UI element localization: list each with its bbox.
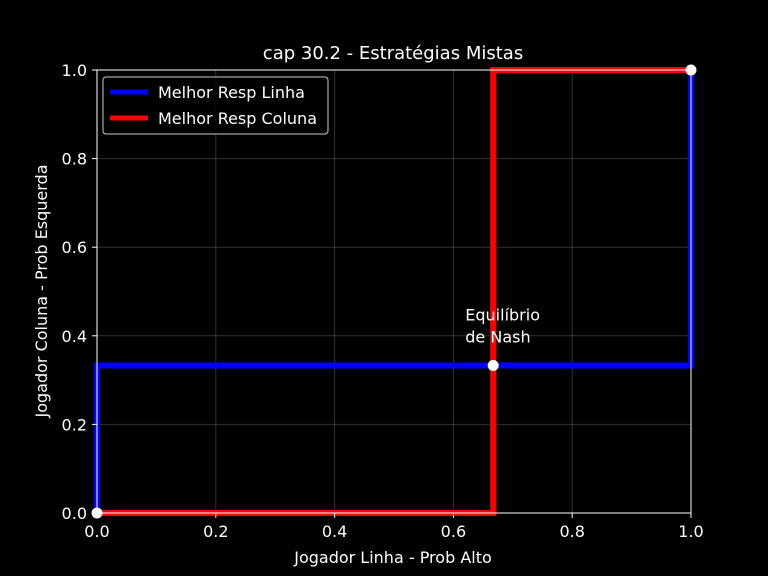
x-tick-label: 0.6: [441, 522, 466, 541]
legend-box: [102, 76, 329, 135]
y-tick-label: 0.8: [62, 150, 87, 169]
y-axis-label: Jogador Coluna - Prob Esquerda: [32, 165, 51, 419]
y-tick-label: 0.4: [62, 327, 87, 346]
data-point-2: [487, 359, 499, 371]
grid: [96, 69, 692, 514]
y-tick-label: 0.6: [62, 238, 87, 257]
nash-annotation: Equilíbrio de Nash: [465, 305, 540, 346]
y-tick-label: 0.2: [62, 415, 87, 434]
x-tick-label: 0.8: [559, 522, 584, 541]
nash-annotation-line: Equilíbrio: [465, 305, 540, 324]
x-tick-label: 0.2: [203, 522, 228, 541]
x-tick-label: 1.0: [678, 522, 703, 541]
ticks: 0.0 0.2 0.4 0.6 0.8 1.0 0.0 0.2 0.4 0.6 0.8 1.0: [62, 61, 704, 541]
legend-label-coluna: Melhor Resp Coluna: [158, 109, 317, 128]
annotation-layer: Equilíbrio de Nash: [465, 305, 540, 346]
y-tick-label: 0.0: [62, 504, 87, 523]
x-tick-label: 0.4: [322, 522, 347, 541]
nash-annotation-line: de Nash: [465, 327, 530, 346]
legend-label-linha: Melhor Resp Linha: [158, 83, 305, 102]
x-axis-label: Jogador Linha - Prob Alto: [293, 548, 492, 567]
plot-frame: [96, 69, 692, 514]
chart-title: cap 30.2 - Estratégias Mistas: [263, 43, 523, 64]
legend: Melhor Resp Linha Melhor Resp Coluna: [102, 76, 329, 135]
y-tick-label: 1.0: [62, 61, 87, 80]
x-tick-label: 0.0: [84, 522, 109, 541]
